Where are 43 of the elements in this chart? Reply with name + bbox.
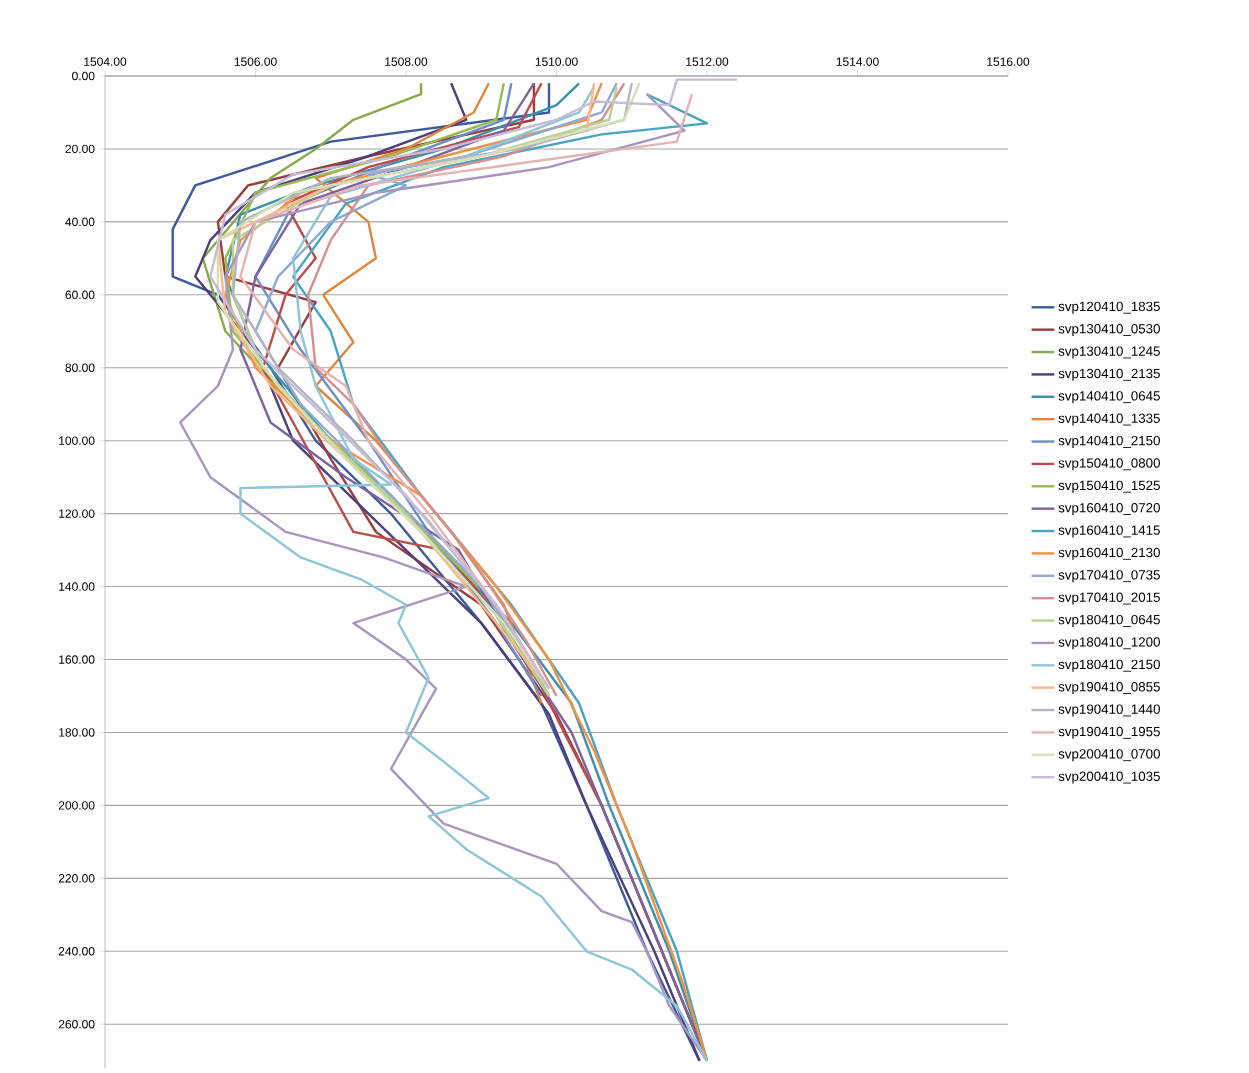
y-tick-label: 0.00 (72, 71, 95, 81)
x-tick-label: 1504.00 (84, 57, 127, 66)
x-tick-label: 1506.00 (234, 57, 277, 66)
y-tick-label: 140.00 (59, 582, 95, 591)
legend-label: svp170410_0735 (1058, 570, 1160, 583)
y-tick-label: 200.00 (58, 801, 95, 810)
y-tick-label: 240.00 (58, 947, 95, 956)
legend-label: svp180410_0645 (1058, 614, 1160, 627)
legend-label: svp160410_2130 (1058, 547, 1160, 560)
y-tick-label: 80.00 (65, 363, 95, 373)
y-tick-label: 100.00 (59, 436, 95, 445)
x-tick-label: 1512.00 (686, 57, 729, 66)
legend-label: svp200410_1035 (1058, 771, 1160, 784)
legend-label: svp120410_1835 (1058, 301, 1160, 314)
y-tick-label: 260.00 (58, 1019, 95, 1029)
legend-label: svp140410_1335 (1058, 413, 1160, 426)
y-tick-label: 20.00 (65, 144, 95, 154)
y-tick-label: 160.00 (59, 655, 95, 664)
legend-label: svp160410_0720 (1058, 503, 1160, 516)
y-tick-label: 220.00 (58, 874, 95, 883)
x-tick-label: 1510.00 (535, 57, 578, 66)
legend-label: svp150410_0800 (1058, 458, 1160, 471)
legend-label: svp190410_0855 (1058, 682, 1160, 695)
y-tick-label: 120.00 (59, 509, 95, 518)
legend-label: svp130410_2135 (1058, 368, 1160, 381)
legend-label: svp200410_0700 (1058, 749, 1160, 762)
x-tick-label: 1514.00 (836, 57, 879, 66)
y-tick-label: 180.00 (59, 728, 95, 737)
legend-label: svp140410_0645 (1058, 391, 1160, 404)
y-tick-label: 40.00 (65, 217, 95, 227)
legend-label: svp130410_0530 (1058, 324, 1160, 337)
legend-label: svp180410_1200 (1058, 637, 1160, 650)
legend-label: svp160410_1415 (1058, 525, 1160, 538)
legend-label: svp130410_1245 (1058, 346, 1160, 359)
legend-label: svp140410_2150 (1058, 435, 1160, 448)
legend-label: svp170410_2015 (1058, 592, 1160, 605)
x-tick-label: 1516.00 (987, 57, 1030, 66)
y-tick-label: 60.00 (65, 290, 95, 300)
x-tick-label: 1508.00 (385, 57, 428, 66)
legend-label: svp180410_2150 (1058, 659, 1160, 672)
legend-label: svp190410_1440 (1058, 704, 1160, 717)
legend-label: svp150410_1525 (1058, 480, 1160, 493)
legend-label: svp190410_1955 (1058, 726, 1160, 739)
